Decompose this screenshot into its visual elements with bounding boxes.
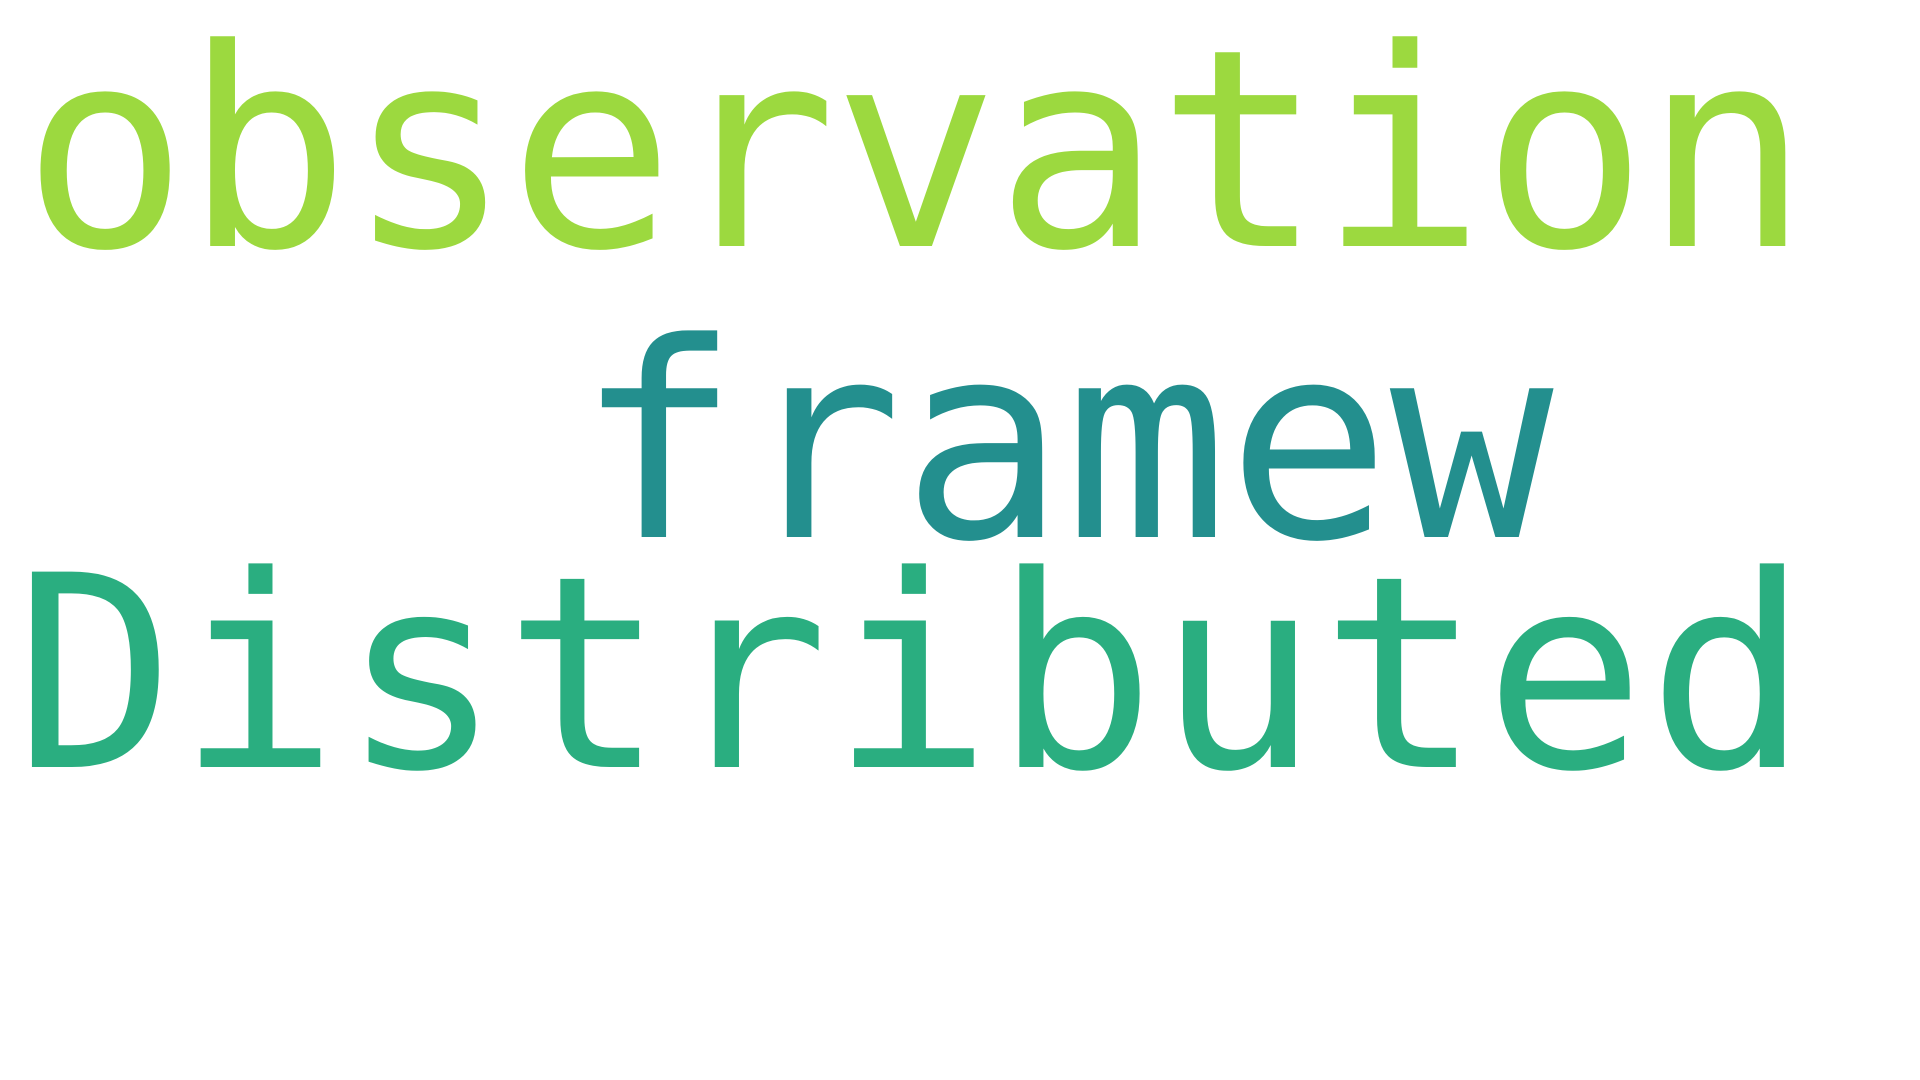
word-framew: framew [576, 286, 1554, 602]
word-observation: observation [22, 0, 1810, 312]
word-distributed: Distributed [14, 519, 1811, 831]
